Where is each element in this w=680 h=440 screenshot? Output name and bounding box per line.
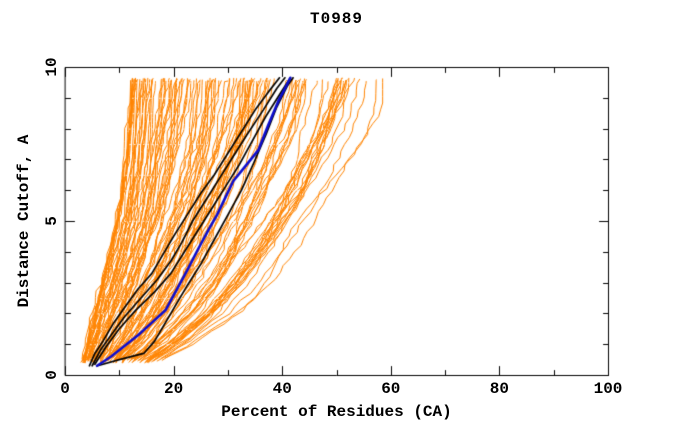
x-tick-label: 20 — [163, 380, 184, 398]
chart-title: T0989 — [309, 10, 363, 28]
x-tick-label: 60 — [381, 380, 401, 398]
x-tick-label: 100 — [593, 380, 623, 398]
y-tick-label: 10 — [43, 57, 61, 77]
x-tick-label: 0 — [60, 380, 70, 398]
x-axis-label: Percent of Residues (CA) — [221, 403, 452, 421]
y-tick-label: 5 — [43, 216, 61, 226]
y-tick-label: 0 — [43, 370, 61, 380]
y-axis-label: Distance Cutoff, A — [15, 134, 33, 308]
x-tick-label: 80 — [489, 380, 509, 398]
x-tick-label: 40 — [272, 380, 292, 398]
